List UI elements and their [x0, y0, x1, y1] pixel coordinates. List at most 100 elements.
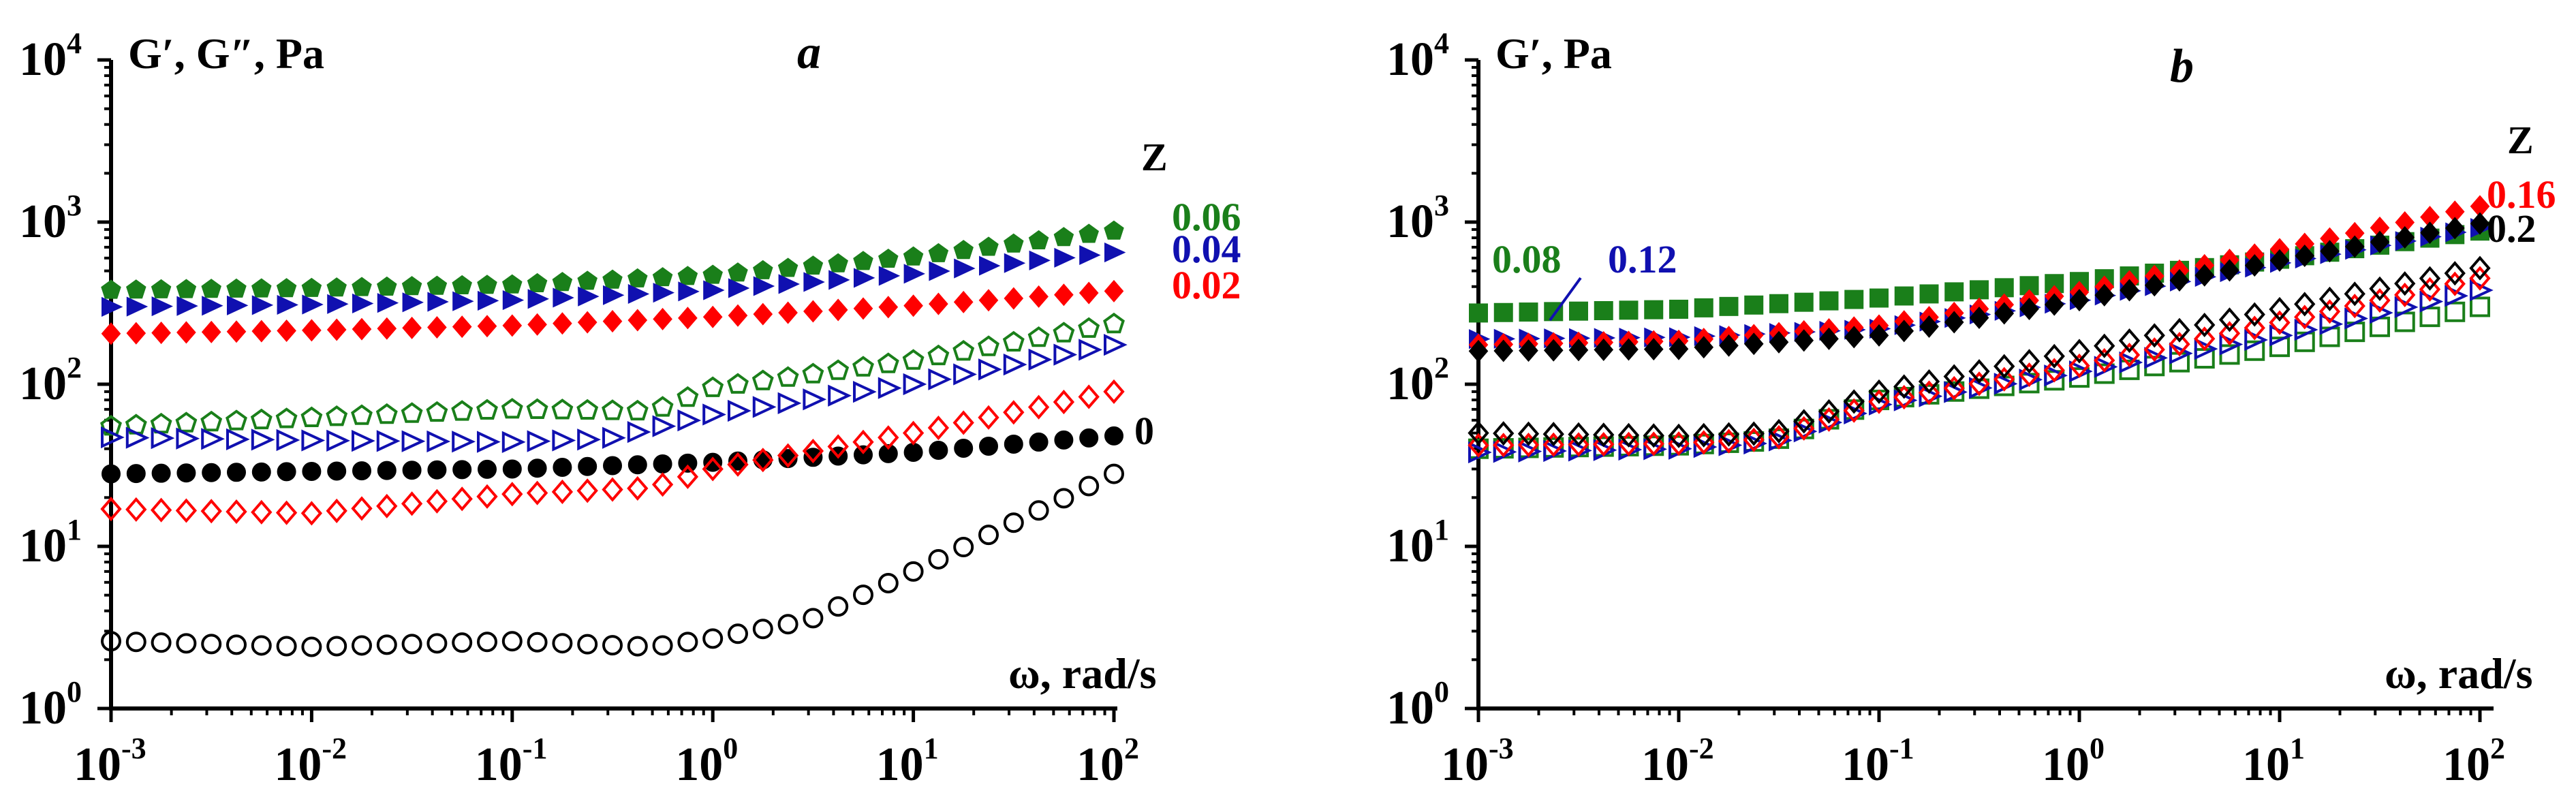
series-5-point	[125, 426, 150, 449]
series-1-point	[1054, 247, 1076, 268]
series-1-point	[202, 296, 223, 316]
series-7-point	[201, 634, 222, 655]
series-5-point	[326, 429, 350, 452]
series-2-point	[929, 292, 948, 315]
series-4-point	[651, 396, 674, 417]
series-3-point	[1919, 315, 1939, 338]
y-tick-label: 100	[1386, 675, 1449, 734]
series-0-point	[151, 279, 172, 298]
series-4-point	[2445, 301, 2466, 322]
series-7-point	[953, 537, 974, 558]
series-2-point	[427, 315, 447, 339]
series-0-point	[828, 253, 848, 272]
series-0-point	[1970, 280, 1989, 300]
series-0-point	[602, 269, 623, 289]
series-2-point	[978, 289, 999, 312]
series-0-point	[276, 278, 297, 298]
series-1-point	[302, 294, 324, 315]
series-3-point	[678, 453, 698, 473]
series-6-point	[1868, 389, 1890, 414]
series-4-point	[526, 398, 548, 419]
series-0-point	[552, 272, 573, 292]
series-7-point	[1943, 364, 1965, 389]
series-2-point	[602, 310, 623, 333]
series-4-point	[1027, 326, 1050, 347]
series-6-point	[978, 405, 999, 430]
series-7-point	[728, 623, 748, 644]
series-2-point	[452, 315, 472, 339]
series-6-point	[777, 443, 799, 468]
series-3-point	[227, 463, 246, 482]
series-3-point	[2344, 235, 2365, 258]
series-4-point	[751, 369, 774, 390]
series-7-point	[677, 632, 698, 653]
x-axis-label-b: ω, rad/s	[2385, 649, 2532, 698]
series-4-point	[626, 399, 649, 421]
series-5-point	[201, 428, 225, 450]
series-2-point	[126, 322, 146, 345]
series-6-point	[501, 482, 523, 507]
series-2-point	[101, 322, 121, 345]
series-0-point	[176, 279, 197, 298]
series-6-point	[802, 438, 824, 464]
series-0-point	[1819, 291, 1839, 311]
x-axis-label-a: ω, rad/s	[1008, 649, 1156, 698]
series-2-point	[803, 300, 823, 323]
series-2-point	[201, 320, 221, 343]
series-6-point	[1943, 375, 1965, 401]
series-2-point	[577, 311, 598, 334]
series-5-point	[2470, 279, 2494, 302]
series-6-point	[902, 420, 925, 446]
series-5-point	[376, 430, 401, 452]
y-tick-label: 101	[1386, 513, 1449, 572]
series-6-point	[226, 499, 247, 525]
series-0-point	[978, 236, 999, 256]
series-7-point	[1593, 422, 1615, 448]
series-6-point	[300, 501, 323, 526]
series-5-point	[552, 429, 576, 452]
series-3-point	[1493, 339, 1514, 362]
series-6-point	[1968, 371, 1990, 396]
series-0-point	[1644, 300, 1664, 320]
series-3-point	[427, 460, 447, 480]
series-4-point	[602, 399, 623, 420]
series-0-point	[101, 279, 121, 299]
series-7-point	[577, 634, 598, 655]
series-5-point	[401, 430, 426, 452]
pointer-line	[1549, 277, 1582, 322]
series-1-point	[1079, 245, 1101, 266]
series-7-point	[352, 635, 372, 656]
series-0-point	[452, 275, 472, 294]
series-4-point	[275, 407, 298, 429]
series-7-point	[1718, 422, 1740, 447]
series-7-point	[226, 634, 247, 655]
series-0-point	[1769, 294, 1788, 313]
series-1-point	[478, 290, 499, 311]
series-0-point	[728, 262, 748, 282]
series-6-point	[2269, 310, 2291, 335]
series-3-point	[1743, 332, 1764, 356]
series-3-point	[2269, 249, 2290, 272]
series-7-point	[552, 633, 573, 654]
series-6-point	[2118, 342, 2141, 368]
series-5-point	[903, 373, 927, 396]
series-1-point	[728, 278, 750, 298]
series-0-point	[426, 275, 448, 295]
series-2-point	[553, 312, 572, 335]
series-2-point	[678, 307, 698, 330]
series-4-point	[1078, 317, 1100, 338]
series-4-point	[802, 362, 824, 384]
y-tick-label: 104	[19, 27, 82, 86]
series-4-point	[2470, 296, 2490, 317]
series-4-point	[677, 386, 699, 407]
series-3-point	[1079, 428, 1099, 448]
series-6-point	[2043, 358, 2065, 383]
series-7-point	[1743, 421, 1765, 446]
series-3-point	[327, 461, 347, 481]
series-3-point	[2094, 283, 2115, 307]
series-3-point	[2370, 230, 2390, 253]
series-6-point	[2068, 353, 2090, 378]
panel-a: 10-3 10-2 10-1 100 101 102 100 101 102 103 104 0.0…	[19, 27, 1241, 791]
series-6-point	[200, 499, 222, 524]
series-3-point	[929, 440, 948, 460]
